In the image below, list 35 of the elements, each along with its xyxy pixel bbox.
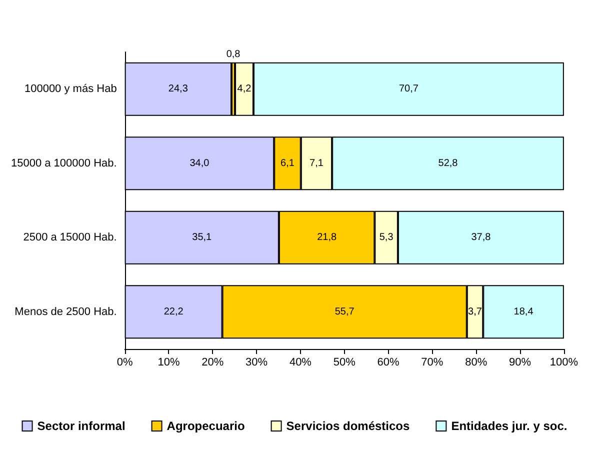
x-tick-label: 10% [158, 356, 180, 368]
legend-label: Agropecuario [166, 419, 245, 433]
data-label: 35,1 [192, 232, 212, 244]
x-tick-label: 70% [421, 356, 444, 368]
data-label: 6,1 [280, 158, 295, 169]
y-tick-label: Menos de 2500 Hab. [14, 306, 117, 318]
data-label: 3,7 [468, 306, 482, 318]
data-label: 22,2 [164, 306, 184, 318]
data-label: 24,3 [168, 84, 188, 95]
data-label: 18,4 [514, 306, 534, 318]
x-tick-label: 80% [465, 356, 488, 368]
data-label: 21,8 [317, 232, 337, 244]
data-label: 4,2 [237, 84, 252, 95]
data-label: 70,7 [398, 84, 419, 95]
data-label: 7,1 [310, 158, 324, 169]
x-tick-label: 90% [509, 356, 532, 368]
x-tick-label: 60% [377, 356, 400, 368]
y-tick-label: 100000 y más Hab [24, 83, 117, 96]
legend-label: Entidades jur. y soc. [451, 419, 568, 433]
x-tick-label: 50% [333, 356, 356, 368]
data-label: 52,8 [438, 158, 458, 169]
x-tick-label: 0% [116, 356, 133, 368]
data-label: 5,3 [379, 232, 394, 244]
x-tick-label: 30% [246, 356, 268, 368]
data-label: 0,8 [226, 48, 241, 60]
data-label: 37,8 [471, 232, 492, 244]
legend-label: Servicios domésticos [286, 419, 410, 433]
data-label: 55,7 [334, 306, 355, 318]
y-tick-label: 2500 a 15000 Hab. [23, 232, 117, 244]
legend-label: Sector informal [37, 419, 126, 433]
x-tick-label: 20% [202, 356, 224, 368]
x-tick-label: 100% [550, 356, 578, 368]
y-tick-label: 15000 a 100000 Hab. [10, 157, 117, 170]
data-label: 34,0 [190, 158, 210, 169]
x-tick-label: 40% [289, 356, 312, 368]
